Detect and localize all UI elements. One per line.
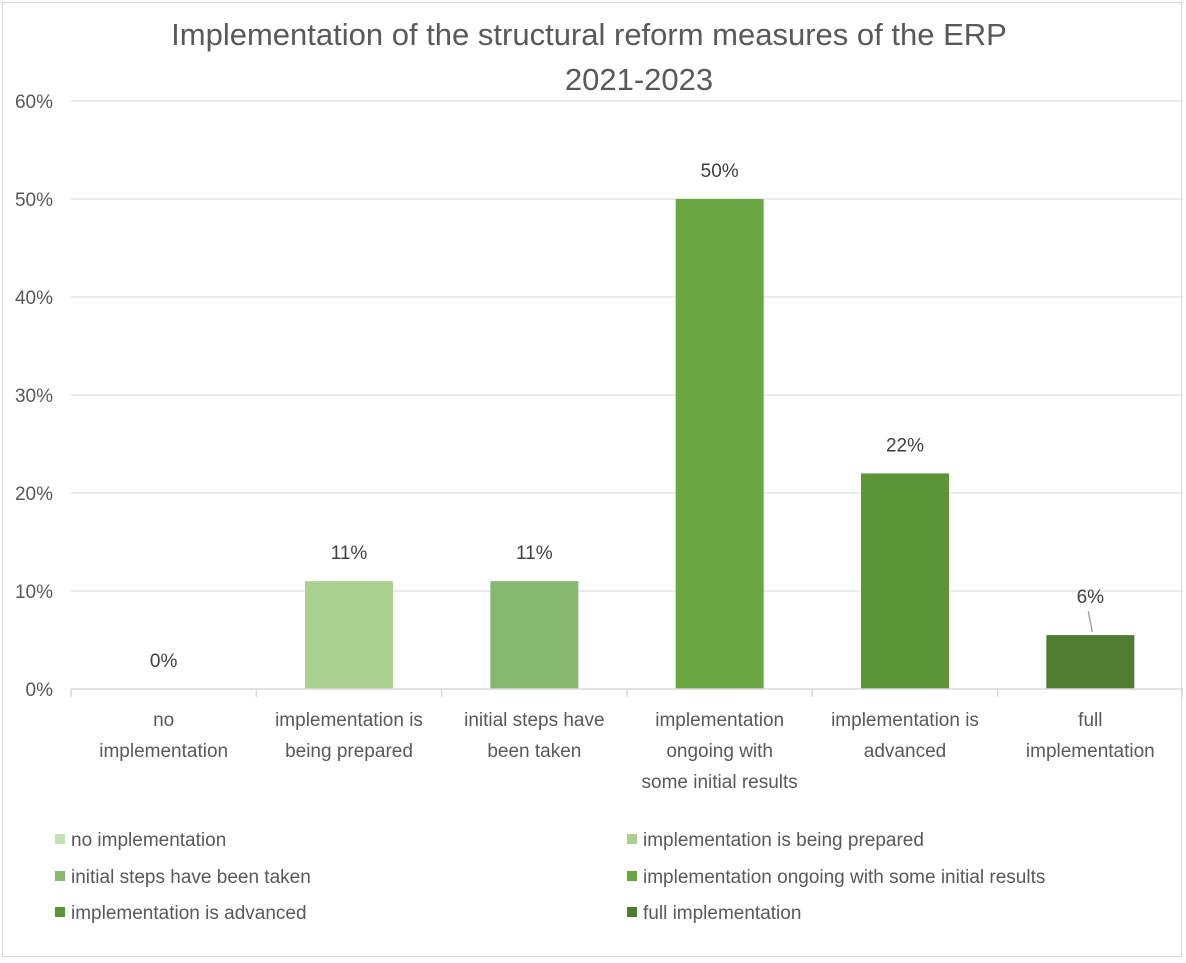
- y-tick-label: 20%: [15, 484, 53, 505]
- legend-item: full implementation: [627, 903, 801, 924]
- legend-item: implementation is advanced: [55, 903, 307, 924]
- legend-swatch: [627, 871, 637, 881]
- y-tick-label: 50%: [15, 190, 53, 211]
- chart-title-line-1: Implementation of the structural reform …: [171, 17, 1007, 52]
- legend-swatch: [627, 834, 637, 844]
- legend-label: initial steps have been taken: [71, 867, 311, 888]
- bars: [305, 199, 1135, 689]
- x-tick-label: no implementation: [99, 710, 228, 762]
- bar: [1046, 635, 1135, 689]
- legend-label: implementation is advanced: [71, 903, 307, 924]
- x-tick-label: implementation ongoing with some initial r…: [642, 710, 798, 793]
- legend-item: initial steps have been taken: [55, 867, 311, 888]
- bar: [490, 581, 579, 689]
- bar: [305, 581, 393, 689]
- legend-item: no implementation: [55, 830, 226, 851]
- legend-label: full implementation: [643, 903, 801, 924]
- legend-label: no implementation: [71, 830, 226, 851]
- data-label: 11%: [516, 543, 553, 564]
- bar: [675, 199, 764, 689]
- leader-line: [1087, 610, 1094, 633]
- data-label: 0%: [150, 651, 178, 672]
- chart-title-line-2: 2021-2023: [565, 62, 713, 97]
- x-tick-label: full implementation: [1026, 710, 1155, 762]
- y-tick-label: 0%: [26, 680, 54, 701]
- legend-label: implementation ongoing with some initial…: [643, 867, 1045, 888]
- legend-swatch: [627, 907, 637, 917]
- data-label: 22%: [886, 435, 924, 456]
- legend: no implementation implementation is being…: [55, 830, 1045, 924]
- legend-label: implementation is being prepared: [643, 830, 924, 851]
- x-tick-label: implementation is advanced: [831, 710, 979, 762]
- bar-chart: Implementation of the structural reform …: [15, 17, 1184, 924]
- x-tick-label: initial steps have been taken: [464, 710, 604, 762]
- y-tick-label: 40%: [15, 288, 53, 309]
- x-tick-label: implementation is being prepared: [275, 710, 423, 762]
- y-tick-label: 30%: [15, 386, 53, 407]
- data-label: 11%: [331, 543, 368, 564]
- legend-swatch: [55, 834, 65, 844]
- data-labels: 0% 11% 11% 50% 22% 6%: [150, 161, 1104, 672]
- data-label: 50%: [701, 161, 739, 182]
- y-axis: 0% 10% 20% 30% 40% 50% 60%: [15, 92, 53, 701]
- legend-item: implementation is being prepared: [627, 830, 924, 851]
- y-tick-label: 10%: [15, 582, 53, 603]
- data-label: 6%: [1077, 587, 1105, 608]
- legend-swatch: [55, 871, 65, 881]
- chart-title: Implementation of the structural reform …: [171, 17, 1007, 97]
- x-axis: no implementation implementation is being p…: [70, 688, 1184, 793]
- legend-swatch: [55, 907, 65, 917]
- y-tick-label: 60%: [15, 92, 53, 113]
- gridlines: [71, 100, 1183, 592]
- legend-item: implementation ongoing with some initial…: [627, 867, 1045, 888]
- bar: [861, 473, 949, 689]
